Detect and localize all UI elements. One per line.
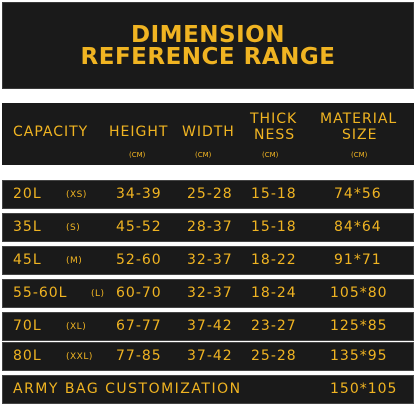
row-height: 77-85 [116,348,162,364]
row-thickness: 25-28 [251,348,297,364]
row-size: (XXL) [66,352,93,362]
row-size: (M) [66,256,83,266]
table-row: 55-60L (L) 60-70 32-37 18-24 105*80 [2,279,414,308]
table-header: CAPACITY HEIGHT (CM) WIDTH (CM) THICK NE… [2,103,414,165]
customization-label: ARMY BAG CUSTOMIZATION [13,381,242,397]
row-thickness: 18-24 [251,285,297,301]
row-capacity: 45L [13,252,42,268]
row-height: 34-39 [116,186,162,202]
row-height: 67-77 [116,318,162,334]
header-width: WIDTH [182,124,235,140]
row-size: (XL) [66,322,87,332]
row-size: (L) [91,289,105,299]
row-width: 37-42 [187,318,233,334]
row-material: 74*56 [334,186,382,202]
customization-material: 150*105 [330,381,398,397]
row-thickness: 18-22 [251,252,297,268]
row-width: 37-42 [187,348,233,364]
row-capacity: 80L [13,348,42,364]
row-capacity: 55-60L [13,285,68,301]
table-row: 70L (XL) 67-77 37-42 23-27 125*85 [2,312,414,341]
row-material: 135*95 [330,348,388,364]
header-thickness-unit: (CM) [262,151,279,159]
customization-row: ARMY BAG CUSTOMIZATION 150*105 [2,375,414,404]
header-thickness-line2: NESS [254,127,296,143]
row-size: (XS) [66,190,87,200]
row-height: 45-52 [116,219,162,235]
table-row: 35L (S) 45-52 28-37 15-18 84*64 [2,213,414,242]
row-capacity: 20L [13,186,42,202]
title-line-2: REFERENCE RANGE [80,44,336,70]
table-row: 45L (M) 52-60 32-37 18-22 91*71 [2,246,414,275]
table-row: 80L (XXL) 77-85 37-42 25-28 135*95 [2,342,414,371]
title-banner: DIMENSION REFERENCE RANGE [2,2,414,89]
header-material-unit: (CM) [351,151,368,159]
header-capacity: CAPACITY [13,124,89,140]
row-width: 32-37 [187,252,233,268]
row-material: 91*71 [334,252,382,268]
row-width: 32-37 [187,285,233,301]
row-thickness: 15-18 [251,186,297,202]
row-material: 125*85 [330,318,388,334]
row-size: (S) [66,223,81,233]
row-material: 84*64 [334,219,382,235]
row-thickness: 23-27 [251,318,297,334]
row-width: 25-28 [187,186,233,202]
header-height: HEIGHT [109,124,169,140]
row-capacity: 35L [13,219,42,235]
table-row: 20L (XS) 34-39 25-28 15-18 74*56 [2,180,414,209]
row-thickness: 15-18 [251,219,297,235]
row-material: 105*80 [330,285,388,301]
row-height: 60-70 [116,285,162,301]
header-thickness-line1: THICK [250,111,298,127]
row-capacity: 70L [13,318,42,334]
header-material-line2: SIZE [342,127,378,143]
header-width-unit: (CM) [195,151,212,159]
header-height-unit: (CM) [129,151,146,159]
title-line-1: DIMENSION [131,22,285,48]
header-material-line1: MATERIAL [320,111,398,127]
row-width: 28-37 [187,219,233,235]
row-height: 52-60 [116,252,162,268]
